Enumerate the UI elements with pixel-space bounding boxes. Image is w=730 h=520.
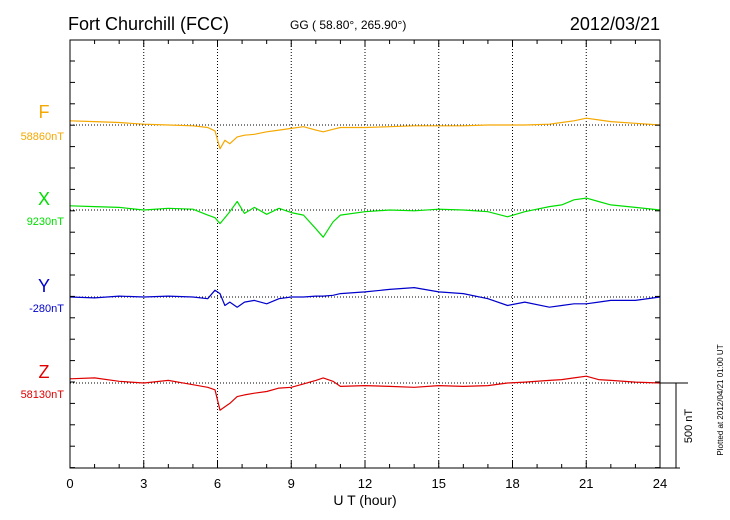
traces-layer	[69, 117, 661, 411]
trace-X	[69, 197, 661, 238]
grid-layer	[70, 40, 660, 468]
series-baseline-X: 9230nT	[27, 216, 65, 228]
trace-Z	[69, 375, 661, 411]
trace-Y	[69, 287, 661, 308]
x-tick-label-15: 15	[432, 476, 446, 491]
series-baseline-F: 58860nT	[21, 131, 65, 143]
x-tick-label-9: 9	[288, 476, 295, 491]
x-tick-label-24: 24	[653, 476, 667, 491]
trace-F	[69, 117, 661, 150]
series-label-X: X	[38, 189, 50, 209]
x-tick-label-3: 3	[140, 476, 147, 491]
x-tick-label-18: 18	[505, 476, 519, 491]
scale-bar-label: 500 nT	[683, 409, 695, 444]
x-tick-label-12: 12	[358, 476, 372, 491]
plotted-note: Plotted at 2012/04/21 01:00 UT	[716, 344, 725, 455]
x-axis-label: U T (hour)	[333, 492, 396, 508]
station-title: Fort Churchill (FCC)	[68, 14, 229, 34]
x-tick-label-21: 21	[579, 476, 593, 491]
labels-layer: 0 3 6 9 12 15 18 21 24 F 58860nT X 9230nT Y -280nT Z 581…	[21, 102, 668, 491]
series-label-F: F	[39, 102, 50, 122]
x-tick-label-0: 0	[66, 476, 73, 491]
series-label-Z: Z	[39, 362, 50, 382]
series-baseline-Z: 58130nT	[21, 389, 65, 401]
axes-layer	[69, 39, 688, 469]
station-coords: GG ( 58.80°, 265.90°)	[290, 18, 406, 32]
x-tick-label-6: 6	[214, 476, 221, 491]
series-baseline-Y: -280nT	[29, 303, 64, 315]
plot-date: 2012/03/21	[570, 14, 660, 34]
series-label-Y: Y	[38, 276, 50, 296]
